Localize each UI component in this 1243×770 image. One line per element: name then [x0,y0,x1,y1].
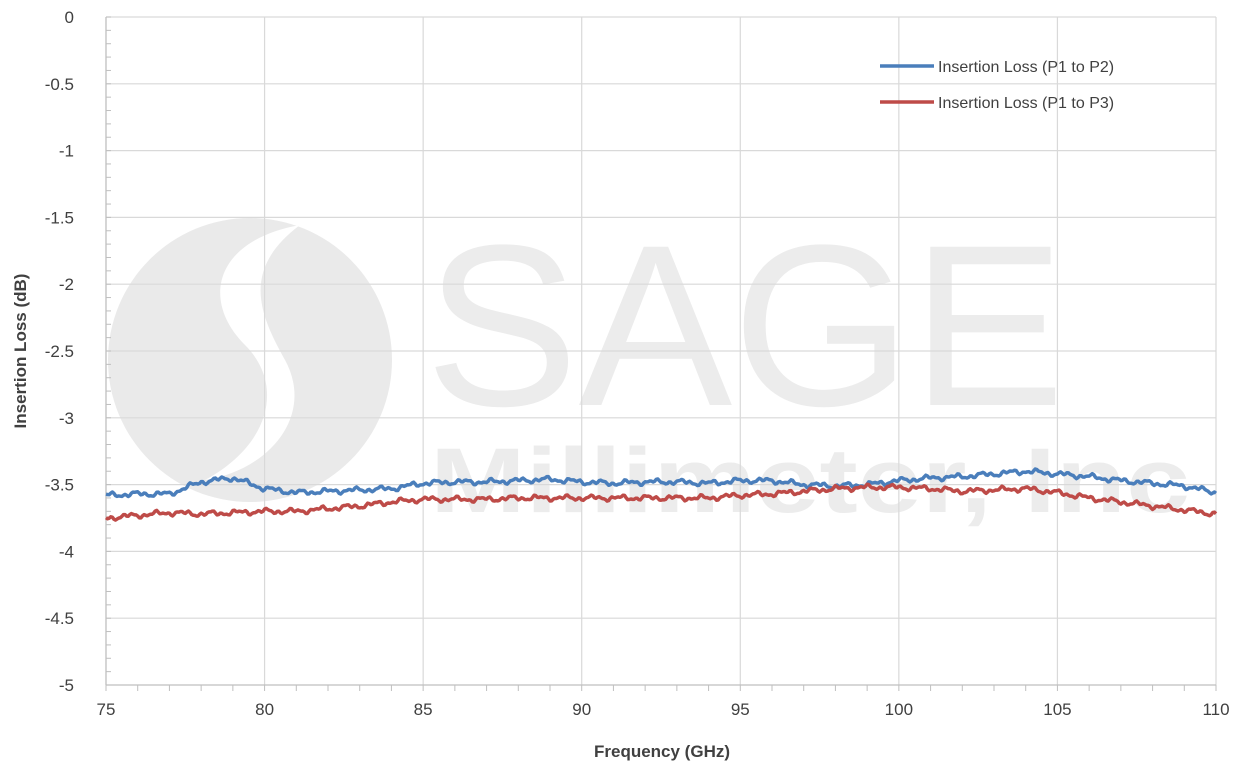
y-tick-label: -4 [59,542,74,561]
watermark-primary-text: SAGE [425,197,1065,454]
x-tick-label: 80 [255,700,274,719]
x-axis-title: Frequency (GHz) [594,742,730,761]
x-tick-label: 105 [1043,700,1071,719]
y-tick-label: -2.5 [45,342,74,361]
axes [105,16,1217,691]
y-tick-label: -5 [59,676,74,695]
x-tick-label: 90 [572,700,591,719]
legend-item-p1-p2: Insertion Loss (P1 to P2) [880,59,1114,76]
y-axis-title: Insertion Loss (dB) [11,274,30,429]
watermark-logo-circle [108,218,392,502]
x-tick-labels: 75 80 85 90 95 100 105 110 [97,700,1230,719]
watermark-logo-swoosh [205,225,300,480]
y-tick-label: -1.5 [45,208,74,227]
x-tick-label: 100 [885,700,913,719]
gridlines [105,16,1217,685]
y-tick-label: -3 [59,409,74,428]
y-tick-label: -3.5 [45,476,74,495]
x-tick-label: 75 [97,700,116,719]
y-tick-label: -1 [59,142,74,161]
y-tick-label: -4.5 [45,609,74,628]
x-tick-label: 110 [1202,700,1229,719]
series-lines [105,467,1218,522]
y-tick-label: -2 [59,275,74,294]
legend-label-p1-p3: Insertion Loss (P1 to P3) [938,95,1114,112]
x-tick-label: 95 [731,700,750,719]
y-tick-label: 0 [65,8,74,27]
y-tick-labels: 0 -0.5 -1 -1.5 -2 -2.5 -3 -3.5 -4 -4.5 -5 [45,8,74,695]
series-line-p1-p2 [105,467,1218,499]
series-line-p1-p3 [105,482,1218,522]
legend: Insertion Loss (P1 to P2) Insertion Loss… [880,59,1114,112]
y-tick-label: -0.5 [45,75,74,94]
legend-item-p1-p3: Insertion Loss (P1 to P3) [880,95,1114,112]
x-tick-label: 85 [414,700,433,719]
legend-label-p1-p2: Insertion Loss (P1 to P2) [938,59,1114,76]
watermark-secondary-text: Millimeter, Inc [430,430,1190,532]
